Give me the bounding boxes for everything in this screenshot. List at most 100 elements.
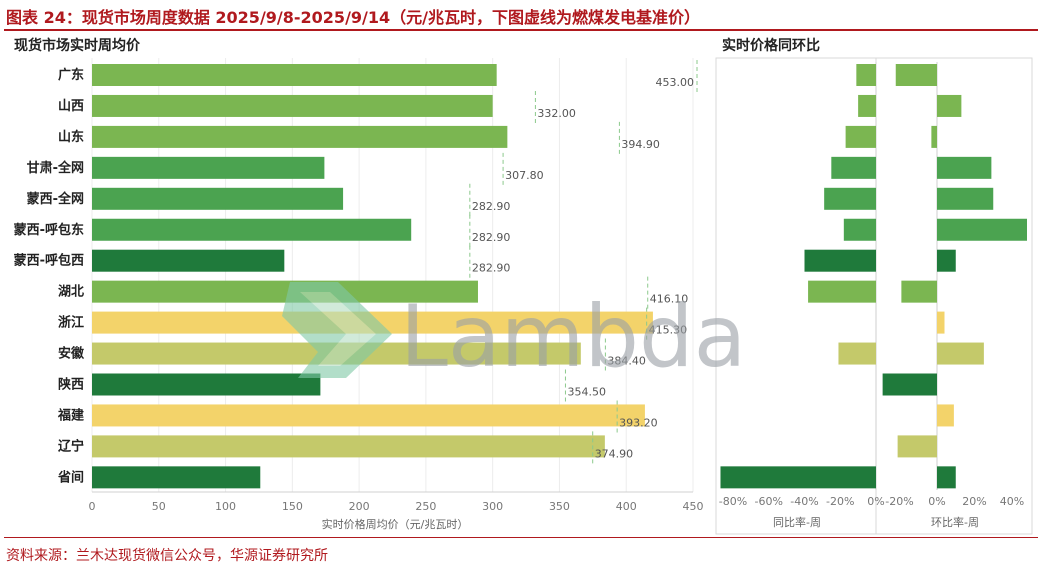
category-label: 广东 xyxy=(58,67,84,83)
left-x-tick-label: 400 xyxy=(616,500,637,513)
price-bar xyxy=(92,249,285,272)
mom-bar xyxy=(937,187,994,210)
price-bar xyxy=(92,466,261,489)
mom-bar xyxy=(901,280,937,303)
watermark-logo-shape xyxy=(282,282,392,378)
figure-title: 图表 24：现货市场周度数据 2025/9/8-2025/9/14（元/兆瓦时，… xyxy=(6,8,700,27)
left-chart-title: 现货市场实时周均价 xyxy=(14,37,141,54)
price-bar xyxy=(92,94,493,117)
left-x-tick-label: 200 xyxy=(349,500,370,513)
source-note: 资料来源：兰木达现货微信公众号，华源证券研究所 xyxy=(6,548,328,564)
yoy-mom-chart: 实时价格同环比 -80% -60% -40% -20% 0% -20% 0% 20% 40% … xyxy=(715,37,1033,535)
mom-bar xyxy=(937,342,984,365)
category-label: 蒙西-呼包东 xyxy=(14,222,84,238)
category-label: 湖北 xyxy=(58,285,84,300)
mom-bar xyxy=(937,94,962,117)
yoy-bar xyxy=(856,64,876,86)
benchmark-value-label: 282.90 xyxy=(472,200,511,213)
mom-bar xyxy=(882,373,937,396)
left-bars xyxy=(92,64,653,489)
left-x-tick-label: 0 xyxy=(89,500,96,513)
benchmark-value-label: 332.00 xyxy=(537,107,576,120)
mom-bar xyxy=(937,156,992,179)
benchmark-value-label: 307.80 xyxy=(505,169,543,182)
price-bar xyxy=(92,373,321,396)
benchmark-value-label: 394.90 xyxy=(621,138,660,151)
right-x-tick-label: -60% xyxy=(755,495,783,508)
left-grid xyxy=(91,58,694,493)
left-category-labels: 广东山西山东甘肃-全网蒙西-全网蒙西-呼包东蒙西-呼包西湖北浙江安徽陕西福建辽宁… xyxy=(14,67,85,485)
yoy-panel: -80% -60% -40% -20% 0% xyxy=(719,62,885,508)
mom-panel: -20% 0% 20% 40% xyxy=(882,62,1027,508)
price-bar xyxy=(92,218,412,241)
price-bar xyxy=(92,404,645,427)
category-label: 山东 xyxy=(58,129,84,145)
price-bar xyxy=(92,64,497,86)
mom-bar xyxy=(895,64,937,86)
right-x-tick-label: -20% xyxy=(885,495,913,508)
right-x-tick-label: 0% xyxy=(928,495,945,508)
yoy-bar xyxy=(720,466,876,489)
price-bar xyxy=(92,156,325,179)
right-x-tick-label: -40% xyxy=(790,495,818,508)
mom-bar xyxy=(937,404,954,427)
mom-bar xyxy=(931,125,937,148)
lambda-watermark: Lambda xyxy=(282,282,746,387)
benchmark-value-label: 384.40 xyxy=(607,355,646,368)
yoy-bar xyxy=(831,156,876,179)
left-x-tick-label: 100 xyxy=(215,500,236,513)
benchmark-value-label: 415.30 xyxy=(649,324,688,337)
benchmark-value-label: 453.00 xyxy=(656,76,695,89)
mom-axis-label: 环比率-周 xyxy=(931,515,979,529)
benchmark-value-label: 393.20 xyxy=(619,416,658,429)
right-chart-frame xyxy=(715,57,1033,535)
yoy-bar xyxy=(845,125,876,148)
benchmark-value-label: 282.90 xyxy=(472,262,511,275)
left-x-tick-label: 150 xyxy=(282,500,303,513)
category-label: 省间 xyxy=(57,469,84,485)
yoy-bar xyxy=(838,342,876,365)
yoy-bar xyxy=(804,249,876,272)
category-label: 辽宁 xyxy=(58,438,84,454)
mom-bar xyxy=(937,466,956,489)
watermark-logo-shape xyxy=(300,292,376,366)
category-label: 山西 xyxy=(58,98,84,114)
source-rule xyxy=(4,537,1038,538)
right-x-tick-label: -80% xyxy=(719,495,747,508)
price-bar-chart: 现货市场实时周均价 广东山西山东甘肃-全网蒙西-全网蒙西-呼包东蒙西-呼包西湖北… xyxy=(14,37,704,531)
yoy-axis-label: 同比率-周 xyxy=(773,515,821,529)
category-label: 浙江 xyxy=(58,315,84,331)
category-label: 福建 xyxy=(57,407,84,423)
benchmark-value-label: 354.50 xyxy=(567,386,606,399)
mom-bar xyxy=(937,218,1027,241)
watermark-text: Lambda xyxy=(400,287,746,387)
yoy-bar xyxy=(843,218,876,241)
title-rule xyxy=(4,29,1038,31)
left-x-tick-label: 450 xyxy=(683,500,704,513)
category-label: 甘肃-全网 xyxy=(27,160,84,176)
benchmark-lines: 453.00 332.00 394.90 307.80 282.90 282.90 282.… xyxy=(469,60,698,465)
benchmark-value-label: 416.10 xyxy=(650,293,689,306)
right-x-tick-label: -20% xyxy=(826,495,854,508)
benchmark-value-label: 282.90 xyxy=(472,231,511,244)
category-label: 安徽 xyxy=(58,346,85,362)
benchmark-value-label: 374.90 xyxy=(595,447,634,460)
category-label: 蒙西-呼包西 xyxy=(14,253,84,269)
yoy-bar xyxy=(858,94,876,117)
price-bar xyxy=(92,280,478,303)
yoy-bar xyxy=(824,187,876,210)
yoy-bar xyxy=(808,280,876,303)
right-chart-title: 实时价格同环比 xyxy=(722,37,820,54)
left-x-tick-label: 50 xyxy=(152,500,166,513)
mom-bar xyxy=(897,435,937,458)
right-x-tick-label: 40% xyxy=(1000,495,1024,508)
right-x-tick-label: 20% xyxy=(962,495,986,508)
right-x-tick-label: 0% xyxy=(867,495,884,508)
mom-bar xyxy=(937,311,945,334)
category-label: 陕西 xyxy=(58,377,84,393)
price-bar xyxy=(92,187,344,210)
left-x-tick-label: 350 xyxy=(549,500,570,513)
price-bar xyxy=(92,125,508,148)
